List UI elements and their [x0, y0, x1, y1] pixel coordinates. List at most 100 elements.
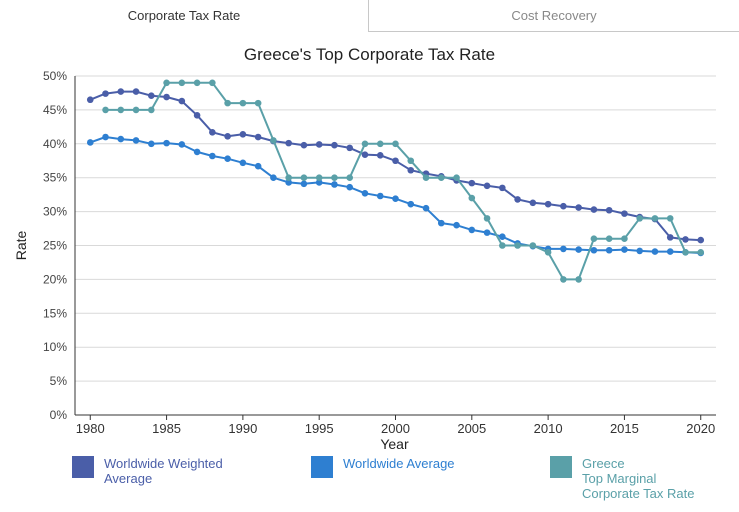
data-point [560, 245, 567, 253]
data-point [499, 184, 506, 192]
data-point [621, 246, 628, 253]
y-tick-label: 50% [43, 69, 67, 83]
data-point [193, 79, 201, 87]
data-point [468, 226, 476, 234]
legend-label: Worldwide Average [343, 456, 455, 471]
y-tick-label: 0% [50, 408, 68, 422]
data-point [178, 141, 186, 148]
data-point [529, 199, 537, 207]
x-tick-label: 1985 [152, 421, 181, 436]
data-point [193, 112, 201, 119]
data-point [285, 174, 292, 181]
data-point [590, 235, 598, 243]
x-tick-label: 2000 [381, 421, 410, 436]
data-point [331, 141, 338, 149]
legend-item-worldwide-weighted-average[interactable]: Worldwide Weighted Average [72, 456, 223, 486]
data-point [102, 133, 109, 141]
data-point [361, 151, 369, 158]
data-point [514, 196, 521, 203]
data-point [224, 155, 231, 163]
data-point [254, 162, 262, 170]
data-point [697, 248, 705, 256]
tab-cost-recovery[interactable]: Cost Recovery [368, 0, 739, 32]
y-tick-label: 35% [43, 171, 67, 185]
tab-bar: Corporate Tax Rate Cost Recovery [0, 0, 739, 32]
data-point [514, 242, 521, 249]
data-point [300, 141, 308, 149]
data-point [605, 235, 613, 243]
legend-swatch [311, 456, 333, 478]
data-point [331, 181, 338, 188]
data-point [666, 234, 674, 241]
data-point [437, 174, 445, 181]
data-point [102, 106, 109, 114]
data-point [575, 204, 582, 211]
data-point [163, 139, 170, 147]
y-tick-label: 15% [43, 306, 67, 320]
legend-item-worldwide-average[interactable]: Worldwide Average [311, 456, 455, 478]
y-tick-label: 5% [50, 374, 68, 388]
data-point [575, 246, 582, 253]
data-point [651, 215, 659, 222]
data-point [239, 99, 247, 107]
data-point [315, 179, 323, 186]
data-point [209, 152, 216, 160]
x-tick-label: 2020 [686, 421, 715, 436]
y-tick-label: 40% [43, 137, 67, 151]
data-point [254, 133, 262, 141]
data-point [300, 174, 308, 181]
data-point [163, 93, 170, 101]
data-point [636, 247, 643, 255]
data-point [209, 128, 216, 136]
y-tick-label: 25% [43, 239, 67, 253]
data-point [361, 140, 369, 148]
data-point [590, 246, 598, 254]
data-point [117, 135, 125, 143]
data-point [560, 276, 567, 283]
data-point [239, 159, 247, 167]
x-tick-label: 1980 [76, 421, 105, 436]
data-point [117, 88, 125, 95]
x-tick-label: 1990 [228, 421, 257, 436]
data-point [529, 242, 537, 249]
data-point [483, 182, 491, 190]
data-point [422, 174, 430, 181]
data-point [178, 97, 186, 105]
data-point [178, 79, 186, 87]
data-point [483, 229, 491, 236]
series-line-2 [105, 81, 701, 281]
y-tick-label: 20% [43, 272, 67, 286]
legend-item-greece-top-marginal-rate[interactable]: Greece Top Marginal Corporate Tax Rate [550, 456, 695, 501]
data-point [376, 140, 384, 148]
data-point [392, 195, 399, 203]
data-point [575, 276, 582, 283]
y-tick-label: 10% [43, 340, 67, 354]
y-tick-label: 45% [43, 103, 67, 117]
data-point [163, 79, 170, 87]
data-point [148, 92, 155, 99]
x-tick-label: 2015 [610, 421, 639, 436]
data-point [148, 140, 155, 148]
data-point [132, 88, 140, 95]
data-point [560, 202, 567, 210]
data-point [499, 233, 506, 240]
tab-corporate-tax-rate[interactable]: Corporate Tax Rate [0, 0, 368, 32]
data-point [453, 221, 460, 229]
data-point [270, 137, 277, 144]
data-point [376, 192, 384, 200]
data-point [239, 131, 247, 138]
data-point [254, 99, 262, 107]
data-point [102, 90, 109, 97]
data-point [300, 180, 308, 188]
data-point [315, 174, 323, 181]
data-point [621, 235, 628, 243]
data-point [376, 152, 384, 159]
data-point [636, 215, 643, 222]
data-point [407, 166, 415, 174]
legend-swatch [72, 456, 94, 478]
data-point [422, 204, 430, 212]
data-point [270, 174, 277, 181]
data-point [392, 140, 399, 148]
chart-title: Greece's Top Corporate Tax Rate [243, 45, 496, 64]
data-point [682, 236, 689, 243]
